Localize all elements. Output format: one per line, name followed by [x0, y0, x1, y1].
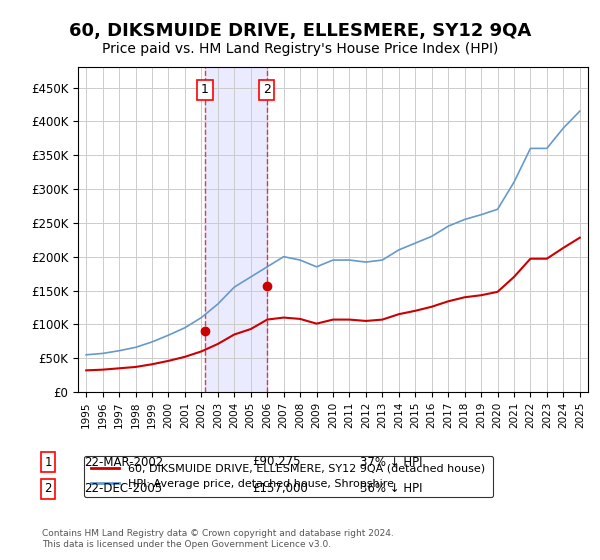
Legend: 60, DIKSMUIDE DRIVE, ELLESMERE, SY12 9QA (detached house), HPI: Average price, d: 60, DIKSMUIDE DRIVE, ELLESMERE, SY12 9QA… — [83, 456, 493, 497]
Text: 37% ↓ HPI: 37% ↓ HPI — [360, 455, 422, 469]
Text: 22-DEC-2005: 22-DEC-2005 — [84, 482, 162, 496]
Text: 1: 1 — [201, 83, 209, 96]
Text: 2: 2 — [44, 482, 52, 496]
Text: 22-MAR-2002: 22-MAR-2002 — [84, 455, 163, 469]
Text: 2: 2 — [263, 83, 271, 96]
Text: Contains HM Land Registry data © Crown copyright and database right 2024.
This d: Contains HM Land Registry data © Crown c… — [42, 529, 394, 549]
Text: 1: 1 — [44, 455, 52, 469]
Text: Price paid vs. HM Land Registry's House Price Index (HPI): Price paid vs. HM Land Registry's House … — [102, 42, 498, 56]
Text: 60, DIKSMUIDE DRIVE, ELLESMERE, SY12 9QA: 60, DIKSMUIDE DRIVE, ELLESMERE, SY12 9QA — [69, 22, 531, 40]
Text: £157,000: £157,000 — [252, 482, 308, 496]
Text: £90,275: £90,275 — [252, 455, 301, 469]
Text: 36% ↓ HPI: 36% ↓ HPI — [360, 482, 422, 496]
Bar — [205, 67, 266, 392]
